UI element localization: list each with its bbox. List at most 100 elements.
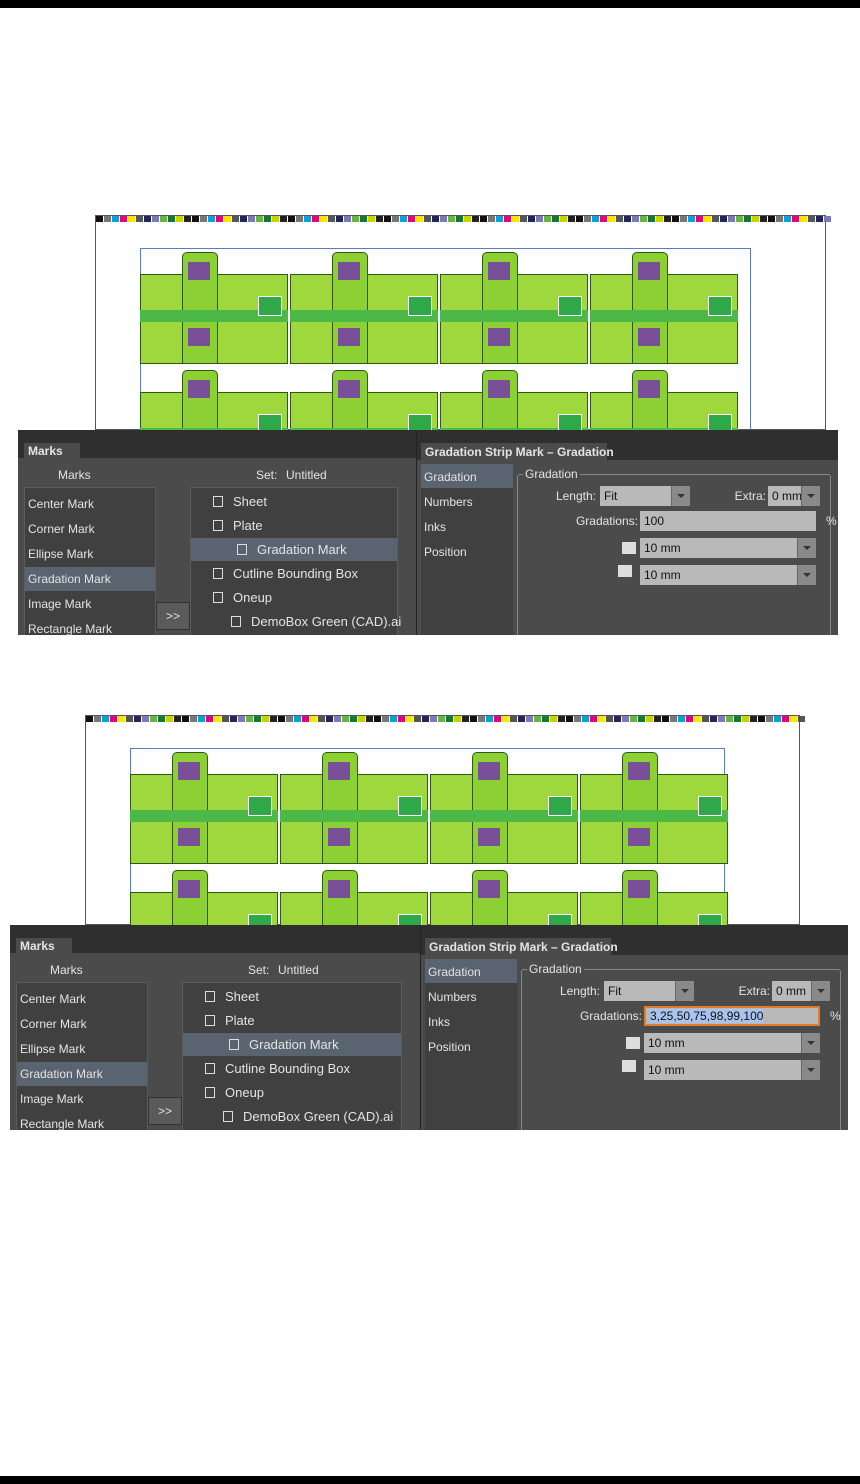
dropdown-arrow[interactable] <box>801 1060 820 1080</box>
section-item[interactable]: Position <box>421 539 513 563</box>
tree-item[interactable]: Cutline Bounding Box <box>191 562 397 585</box>
tree-item[interactable]: Gradation Mark <box>191 538 397 561</box>
mark-type-item[interactable]: Ellipse Mark <box>17 1037 147 1061</box>
tab-label[interactable]: Gradation Strip Mark – Gradation <box>429 940 618 954</box>
input-field[interactable]: 10 mm <box>644 1060 820 1080</box>
dropdown-arrow[interactable] <box>671 486 690 506</box>
tree-item[interactable]: Plate <box>191 514 397 537</box>
color-swatch <box>280 216 287 222</box>
add-button[interactable]: >> <box>148 1097 182 1125</box>
tree-item[interactable]: Cutline Bounding Box <box>183 1057 401 1080</box>
tree-item[interactable]: Oneup <box>191 586 397 609</box>
tree-icon <box>223 1111 233 1122</box>
mark-type-item[interactable]: Image Mark <box>25 592 155 616</box>
tree-item[interactable]: Plate <box>183 1009 401 1032</box>
input-field[interactable]: 10 mm <box>640 565 816 585</box>
input-field[interactable]: 10 mm <box>644 1033 820 1053</box>
add-button[interactable]: >> <box>156 602 190 630</box>
tree-item[interactable]: DemoBox Green (CAD).ai <box>183 1105 401 1128</box>
mark-type-item[interactable]: Center Mark <box>17 987 147 1011</box>
color-swatch <box>622 716 629 722</box>
tree-item[interactable]: Sheet <box>183 985 401 1008</box>
input-field[interactable]: Fit <box>604 981 694 1001</box>
marks-panel: Marks Marks Set: Untitled Center Mark Corner … <box>18 430 416 635</box>
color-swatch <box>446 716 453 722</box>
mark-type-item[interactable]: Corner Mark <box>17 1012 147 1036</box>
gradation-panel: Gradation Strip Mark – Gradation Gradatio… <box>416 430 838 635</box>
mark-type-item[interactable]: Gradation Mark <box>17 1062 147 1086</box>
color-swatch <box>480 216 487 222</box>
section-item[interactable]: Inks <box>421 514 513 538</box>
color-swatch <box>182 716 189 722</box>
input-field[interactable]: 0 mm <box>772 981 830 1001</box>
dropdown-arrow[interactable] <box>797 538 816 558</box>
section-item[interactable]: Numbers <box>421 489 513 513</box>
section-item[interactable]: Position <box>425 1034 517 1058</box>
section-item[interactable]: Inks <box>425 1009 517 1033</box>
mark-type-item[interactable]: Rectangle Mark <box>25 617 155 635</box>
color-swatch <box>726 716 733 722</box>
label-panel <box>408 296 432 316</box>
color-swatch <box>528 216 535 222</box>
color-swatch <box>238 716 245 722</box>
group-title: Gradation <box>523 467 580 481</box>
dropdown-arrow[interactable] <box>801 1033 820 1053</box>
color-swatch <box>358 716 365 722</box>
logo-square <box>178 880 200 898</box>
color-swatch <box>422 716 429 722</box>
tab-label[interactable]: Gradation Strip Mark – Gradation <box>425 445 614 459</box>
mark-type-item[interactable]: Center Mark <box>25 492 155 516</box>
input-field[interactable]: Fit <box>600 486 690 506</box>
tab-label[interactable]: Marks <box>20 939 55 953</box>
color-swatch <box>472 216 479 222</box>
color-swatch <box>704 216 711 222</box>
input-field[interactable]: 10 mm <box>640 538 816 558</box>
set-label: Set: <box>256 468 278 482</box>
color-swatch <box>166 716 173 722</box>
input-field[interactable]: 100 <box>640 511 816 531</box>
color-swatch <box>686 716 693 722</box>
logo-square <box>488 262 510 280</box>
mark-type-item[interactable]: Corner Mark <box>25 517 155 541</box>
gradation-group: Length: Fit Extra: 0 mm Gradations: 3,25,50,7… <box>521 969 841 1130</box>
color-swatch <box>486 716 493 722</box>
color-swatch <box>638 716 645 722</box>
panel-tab <box>425 938 611 956</box>
color-swatch <box>174 716 181 722</box>
dropdown-arrow[interactable] <box>811 981 830 1001</box>
color-swatch <box>640 216 647 222</box>
dropdown-arrow[interactable] <box>797 565 816 585</box>
color-swatch <box>224 216 231 222</box>
color-swatch <box>304 216 311 222</box>
tree-item[interactable]: Gradation Mark <box>183 1033 401 1056</box>
tree-item[interactable]: DemoBox Green (CAD).ai <box>191 610 401 633</box>
color-swatch <box>448 216 455 222</box>
dropdown-arrow[interactable] <box>675 981 694 1001</box>
color-swatch <box>416 216 423 222</box>
color-swatch <box>776 216 783 222</box>
color-swatch <box>662 716 669 722</box>
dropdown-arrow[interactable] <box>801 486 820 506</box>
tab-label[interactable]: Marks <box>28 444 63 458</box>
tree-item[interactable]: Oneup <box>183 1081 401 1104</box>
color-swatch <box>392 216 399 222</box>
color-swatch <box>286 716 293 722</box>
color-swatch <box>102 716 109 722</box>
percent-label: % <box>826 514 837 528</box>
mark-type-item[interactable]: Gradation Mark <box>25 567 155 591</box>
color-swatch <box>94 716 101 722</box>
color-swatch <box>584 216 591 222</box>
logo-square <box>638 262 660 280</box>
color-swatch <box>646 716 653 722</box>
mark-type-item[interactable]: Ellipse Mark <box>25 542 155 566</box>
tree-item[interactable]: Sheet <box>191 490 397 513</box>
mark-type-item[interactable]: Image Mark <box>17 1087 147 1111</box>
section-item[interactable]: Gradation <box>425 959 517 983</box>
color-swatch <box>184 216 191 222</box>
mark-type-item[interactable]: Rectangle Mark <box>17 1112 147 1130</box>
list-header: Marks <box>50 963 83 977</box>
section-item[interactable]: Gradation <box>421 464 513 488</box>
section-item[interactable]: Numbers <box>425 984 517 1008</box>
input-field[interactable]: 0 mm <box>768 486 820 506</box>
input-field[interactable]: 3,25,50,75,98,99,100 <box>644 1006 820 1026</box>
